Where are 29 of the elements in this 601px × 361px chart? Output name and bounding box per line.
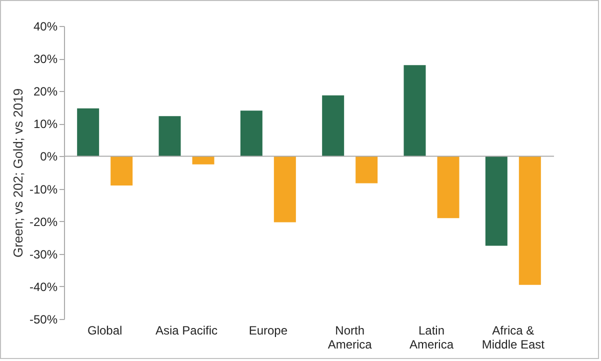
y-axis-title: Green; vs 202; Gold; vs 2019 xyxy=(10,88,26,258)
x-tick-label: Asia Pacific xyxy=(155,324,218,338)
bar xyxy=(404,65,426,156)
y-tick-label: 30% xyxy=(33,52,58,66)
bar xyxy=(77,108,100,156)
y-tick-label: 10% xyxy=(33,117,58,132)
x-tick-label: Latin America xyxy=(409,324,454,352)
bar xyxy=(192,156,214,164)
x-tick-label: Africa & Middle East xyxy=(482,324,546,352)
y-tick-label: -20% xyxy=(29,214,58,229)
x-tick-label: Global xyxy=(87,324,122,338)
bar xyxy=(158,116,181,156)
y-tick-label: -10% xyxy=(29,182,58,196)
bar xyxy=(322,95,344,156)
bar xyxy=(274,156,296,222)
y-tick-label: 40% xyxy=(33,20,58,34)
bar xyxy=(356,156,378,184)
x-tick-label: Europe xyxy=(248,324,288,338)
y-tick-label: -40% xyxy=(29,280,58,294)
bar xyxy=(437,156,460,218)
y-tick-label: 20% xyxy=(33,84,58,99)
y-tick-label: -50% xyxy=(29,312,58,326)
x-tick-label: North America xyxy=(328,324,372,352)
bar xyxy=(485,156,508,246)
bar xyxy=(518,156,541,285)
y-tick-label: 0% xyxy=(40,150,58,164)
bar xyxy=(240,110,262,156)
y-tick-label: -30% xyxy=(29,247,58,262)
bar xyxy=(110,156,133,186)
